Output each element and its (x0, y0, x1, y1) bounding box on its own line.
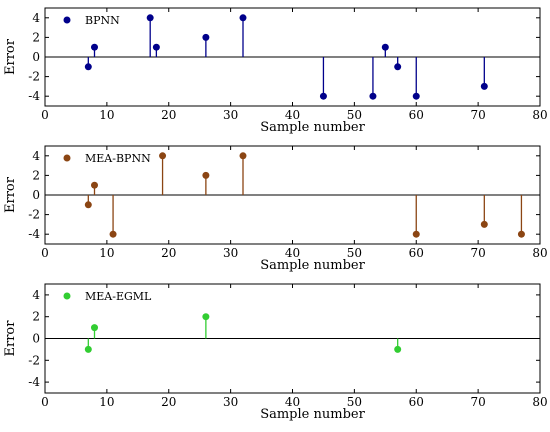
stem-point (412, 230, 420, 238)
y-tick-label: 4 (32, 149, 40, 163)
x-tick-label: 70 (470, 108, 485, 122)
y-axis-label: Error (3, 176, 18, 213)
y-tick-label: 2 (32, 168, 40, 182)
y-tick-label: 0 (32, 332, 40, 346)
x-tick-label: 80 (532, 246, 547, 260)
stem-point (91, 324, 98, 332)
stem-point (109, 230, 117, 238)
legend-marker (63, 16, 71, 24)
y-axis-label: Error (3, 38, 18, 75)
stem-point (146, 14, 154, 22)
x-tick-label: 70 (470, 395, 485, 409)
x-tick-label: 20 (161, 246, 176, 260)
stem-point (480, 220, 488, 228)
y-tick-label: 4 (32, 11, 40, 25)
y-tick-label: -2 (28, 70, 40, 84)
x-tick-label: 80 (532, 395, 547, 409)
stem-point (394, 345, 402, 353)
y-tick-label: -4 (28, 89, 40, 103)
x-tick-label: 60 (409, 246, 424, 260)
stem-point (202, 171, 210, 179)
stem-point (480, 82, 488, 90)
x-tick-label: 40 (285, 395, 300, 409)
legend-marker (63, 154, 71, 162)
x-tick-label: 0 (41, 246, 49, 260)
legend-label: BPNN (85, 14, 120, 27)
stem-point (84, 63, 92, 71)
x-tick-label: 40 (285, 246, 300, 260)
y-tick-label: -2 (28, 208, 40, 222)
x-tick-label: 10 (99, 246, 114, 260)
x-tick-label: 70 (470, 246, 485, 260)
stem-point (239, 14, 247, 22)
x-tick-label: 0 (41, 108, 49, 122)
stem-point (239, 152, 247, 160)
y-tick-label: -4 (28, 227, 40, 241)
stem-point (319, 92, 327, 100)
x-tick-label: 10 (99, 108, 114, 122)
y-axis-label: Error (3, 320, 18, 357)
x-tick-label: 50 (347, 395, 362, 409)
stem-point (517, 230, 525, 238)
x-tick-label: 30 (223, 395, 238, 409)
x-tick-label: 0 (41, 395, 49, 409)
x-tick-label: 80 (532, 108, 547, 122)
stem-point (152, 43, 160, 51)
x-tick-label: 40 (285, 108, 300, 122)
stem-point (159, 152, 167, 160)
y-tick-label: 4 (32, 288, 40, 302)
y-tick-label: 2 (32, 310, 40, 324)
x-tick-label: 60 (409, 108, 424, 122)
y-tick-label: -2 (28, 353, 40, 367)
x-axis-label: Sample number (260, 120, 365, 135)
stem-point (91, 43, 98, 51)
y-tick-label: 0 (32, 50, 40, 64)
y-tick-label: -4 (28, 375, 40, 389)
x-tick-label: 20 (161, 395, 176, 409)
legend-marker (63, 292, 71, 300)
stem-point (394, 63, 402, 71)
y-tick-label: 0 (32, 188, 40, 202)
x-tick-label: 30 (223, 108, 238, 122)
stem-point (84, 201, 92, 209)
x-axis-label: Sample number (260, 407, 365, 422)
stem-point (202, 313, 210, 321)
x-tick-label: 20 (161, 108, 176, 122)
x-tick-label: 60 (409, 395, 424, 409)
stem-point (369, 92, 377, 100)
legend-label: MEA-EGML (85, 290, 152, 303)
stem-point (202, 33, 210, 41)
stem-point (84, 345, 92, 353)
stem-point (412, 92, 420, 100)
stem-point (381, 43, 389, 51)
x-axis-label: Sample number (260, 258, 365, 273)
x-tick-label: 30 (223, 246, 238, 260)
y-tick-label: 2 (32, 30, 40, 44)
legend-label: MEA-BPNN (85, 152, 151, 165)
x-tick-label: 50 (347, 246, 362, 260)
stem-point (91, 181, 98, 189)
x-tick-label: 10 (99, 395, 114, 409)
x-tick-label: 50 (347, 108, 362, 122)
